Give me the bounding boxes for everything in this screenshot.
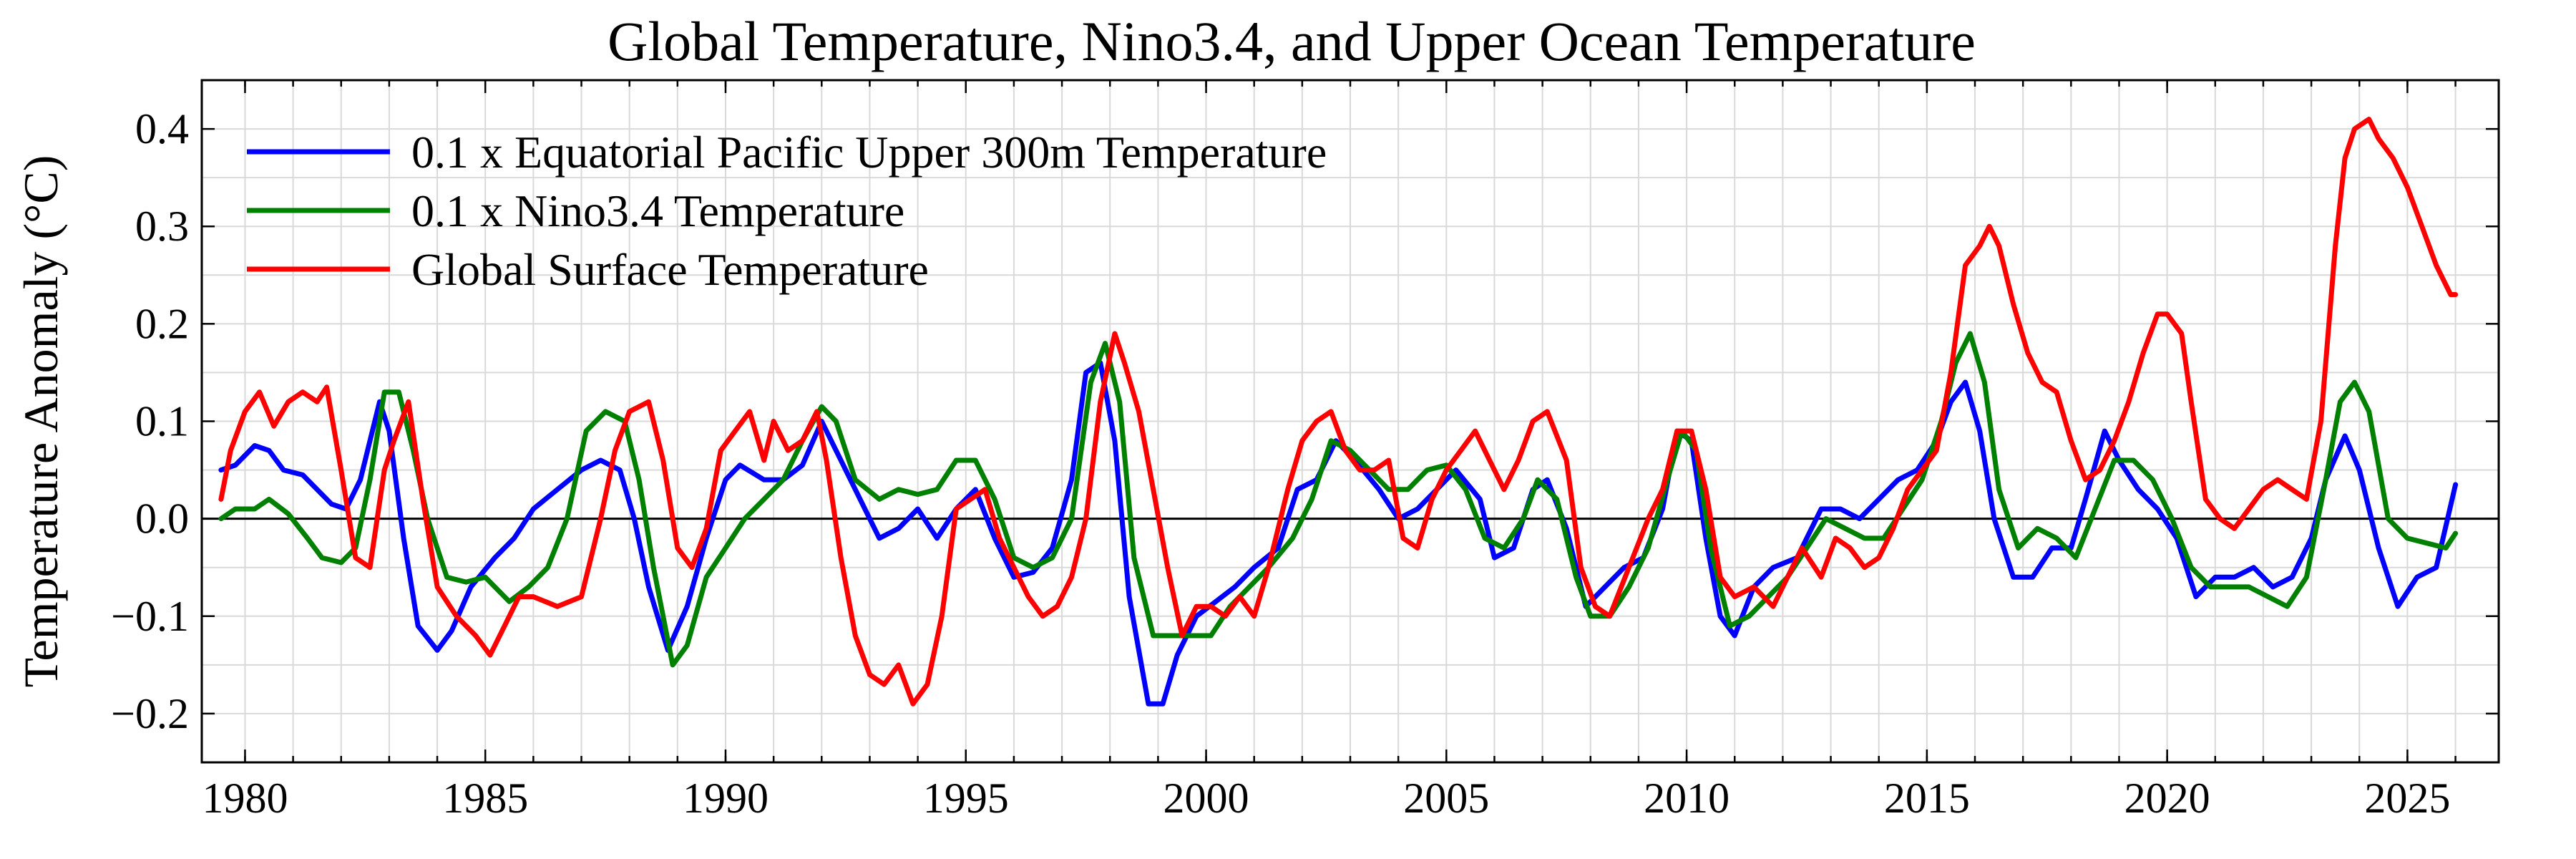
x-tick-label: 2015 bbox=[1884, 775, 1970, 822]
x-tick-label: 2010 bbox=[1644, 775, 1729, 822]
x-tick-label: 1990 bbox=[683, 775, 769, 822]
series-line-2 bbox=[218, 331, 2459, 668]
y-tick-label: 0.1 bbox=[135, 398, 189, 445]
y-tick-label: 0.3 bbox=[135, 203, 189, 250]
x-tick-label: 2020 bbox=[2124, 775, 2210, 822]
x-tick-label: 2005 bbox=[1403, 775, 1489, 822]
series-line-3 bbox=[218, 117, 2459, 707]
legend-label-2: 0.1 x Nino3.4 Temperature bbox=[411, 185, 904, 236]
y-tick-label: −0.2 bbox=[111, 690, 189, 737]
x-tick-label: 1980 bbox=[202, 775, 288, 822]
legend: 0.1 x Equatorial Pacific Upper 300m Temp… bbox=[247, 127, 1327, 295]
chart-title: Global Temperature, Nino3.4, and Upper O… bbox=[608, 10, 1976, 72]
tick-layer: 1980 1985 1990 1995 2000 2005 2010 2015 2020 2025… bbox=[111, 80, 2499, 822]
x-tick-label: 1985 bbox=[442, 775, 528, 822]
series-line-1 bbox=[218, 360, 2459, 707]
x-tick-label: 2000 bbox=[1163, 775, 1249, 822]
y-tick-label: 0.4 bbox=[135, 105, 189, 152]
y-axis-label: Temperature Anomaly (°C) bbox=[14, 155, 68, 688]
x-tick-label: 2025 bbox=[2364, 775, 2450, 822]
legend-label-1: 0.1 x Equatorial Pacific Upper 300m Temp… bbox=[411, 127, 1327, 178]
y-tick-label: 0.2 bbox=[135, 300, 189, 347]
grid-layer bbox=[202, 79, 2499, 763]
series-layer bbox=[218, 117, 2459, 707]
x-tick-label: 1995 bbox=[923, 775, 1009, 822]
legend-label-3: Global Surface Temperature bbox=[411, 244, 929, 295]
y-tick-label: 0.0 bbox=[135, 495, 189, 543]
y-tick-label: −0.1 bbox=[111, 593, 189, 640]
